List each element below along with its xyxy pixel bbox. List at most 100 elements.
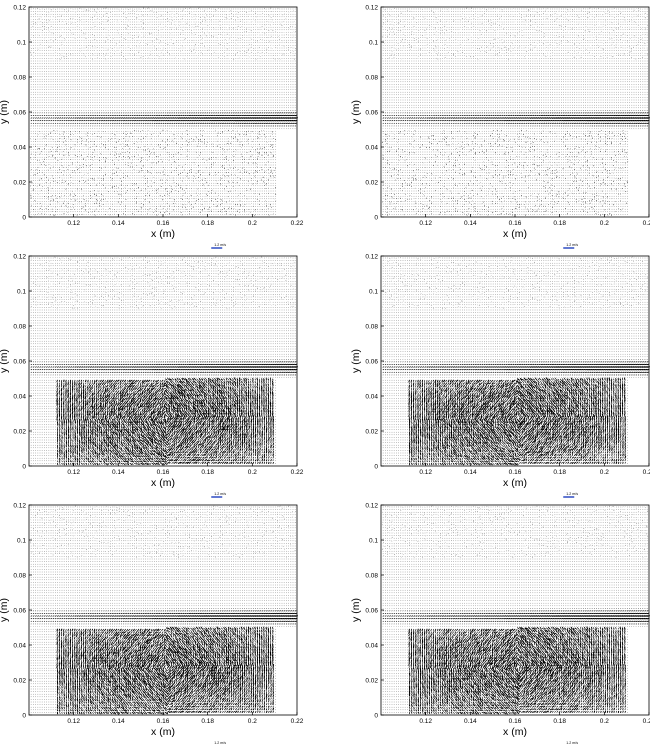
vector (75, 12, 76, 13)
vector (229, 38, 230, 39)
vector (132, 11, 133, 12)
vector (189, 50, 190, 51)
vector (68, 29, 69, 30)
vector (97, 55, 98, 56)
vector (167, 44, 168, 45)
vector (40, 45, 41, 46)
vector (128, 26, 129, 27)
vector (251, 45, 252, 46)
vector (277, 58, 278, 59)
vector (156, 39, 157, 40)
vector (106, 16, 107, 17)
vector (225, 17, 226, 18)
vector (178, 25, 179, 26)
vector (123, 12, 124, 13)
vector (258, 52, 259, 53)
vector (271, 37, 272, 38)
vector (249, 45, 250, 46)
vector (33, 52, 34, 53)
vector (277, 37, 278, 38)
vector (145, 32, 146, 33)
vector (218, 34, 219, 35)
vector (282, 14, 283, 15)
vector (93, 22, 94, 23)
vector (255, 58, 256, 59)
vector (46, 42, 47, 43)
vector (60, 58, 61, 59)
vector (170, 32, 171, 33)
vector (227, 48, 228, 49)
vector (260, 39, 261, 40)
vector (66, 56, 67, 57)
vector (264, 32, 265, 33)
vector (258, 29, 259, 30)
vector (218, 58, 219, 59)
vector (60, 37, 61, 38)
vector (282, 55, 283, 56)
vector (205, 14, 206, 15)
vector (161, 37, 162, 38)
vector (200, 53, 201, 54)
vector (71, 32, 72, 33)
vector (150, 55, 151, 56)
vector (251, 11, 252, 12)
vector (189, 8, 190, 9)
vector (128, 19, 129, 20)
vector (117, 19, 118, 20)
vector (280, 58, 281, 59)
vector (126, 27, 127, 28)
vector (176, 13, 177, 14)
vector (71, 24, 72, 25)
vector (218, 43, 219, 44)
vector (60, 53, 61, 54)
vector (238, 26, 239, 27)
vector (126, 29, 127, 30)
vector (156, 17, 157, 18)
vector (73, 34, 74, 35)
vector (205, 19, 206, 20)
vector (176, 29, 177, 30)
vector (143, 37, 144, 38)
vector (161, 58, 162, 59)
vector (110, 56, 111, 57)
vector (291, 29, 292, 30)
vector (79, 8, 80, 9)
vector (167, 21, 168, 22)
vector (79, 19, 80, 20)
vector (194, 45, 195, 46)
vector (240, 38, 241, 39)
vector (106, 13, 107, 14)
vector (143, 23, 144, 24)
vector (42, 14, 43, 15)
vector (112, 38, 113, 39)
vector (101, 47, 102, 48)
vector (145, 43, 146, 44)
vector (49, 32, 50, 33)
vector (207, 25, 208, 26)
vector (137, 40, 138, 41)
vector (150, 51, 151, 52)
vector (128, 14, 129, 15)
vector (269, 42, 270, 43)
vector (86, 9, 87, 10)
vector (33, 35, 34, 36)
vector (148, 8, 149, 9)
vector (126, 17, 127, 18)
vector (251, 52, 252, 53)
vector (88, 10, 89, 11)
vector (99, 22, 100, 23)
vector (79, 48, 80, 49)
vector (172, 19, 173, 20)
vector (35, 22, 36, 23)
vector (172, 43, 173, 44)
vector (51, 32, 52, 33)
vector (49, 45, 50, 46)
vector (42, 30, 43, 31)
vector (143, 32, 144, 33)
vector (128, 47, 129, 48)
vector (121, 21, 122, 22)
vector (38, 50, 39, 51)
vector (49, 19, 50, 20)
vector (132, 38, 133, 39)
